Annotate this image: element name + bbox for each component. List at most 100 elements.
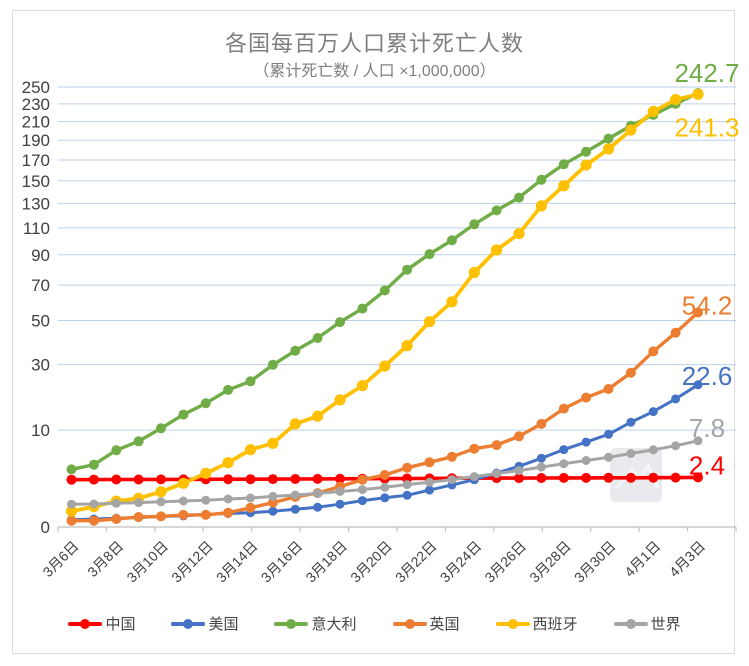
data-point-china	[558, 472, 569, 483]
data-point-world	[402, 480, 412, 490]
data-point-italy	[245, 376, 256, 387]
svg-text:3月26日: 3月26日	[481, 538, 529, 586]
data-point-world	[111, 498, 121, 508]
data-point-usa	[313, 502, 323, 512]
data-point-world	[536, 462, 546, 472]
data-point-spain	[558, 180, 570, 192]
chart-title: 各国每百万人口累计死亡人数	[224, 31, 524, 56]
data-point-spain	[491, 244, 503, 256]
data-point-uk	[88, 515, 99, 526]
x-axis-labels: 3月6日 3月8日3月10日3月12日3月14日3月16日3月18日3月20日3月…	[39, 538, 708, 586]
data-point-italy	[357, 303, 368, 314]
data-point-uk	[424, 457, 435, 468]
legend-item-spain[interactable]: 西班牙	[495, 613, 578, 634]
svg-text:150: 150	[22, 172, 50, 191]
svg-text:110: 110	[23, 219, 50, 238]
legend-item-uk[interactable]: 英国	[392, 613, 460, 634]
data-point-uk	[558, 403, 569, 414]
data-point-world	[648, 445, 658, 455]
series-spain[interactable]	[65, 88, 704, 517]
data-point-world	[201, 495, 211, 505]
data-point-world	[178, 496, 188, 506]
data-point-world	[626, 449, 636, 458]
data-point-uk	[178, 509, 189, 520]
data-point-uk	[491, 440, 502, 451]
data-point-italy	[267, 359, 278, 370]
data-point-usa	[693, 380, 703, 390]
data-point-italy	[335, 317, 345, 328]
legend-item-china[interactable]: 中国	[68, 613, 135, 634]
series-world[interactable]	[67, 436, 703, 509]
series-uk[interactable]	[66, 307, 704, 526]
data-point-china	[312, 473, 323, 484]
legend-item-world[interactable]: 世界	[613, 613, 681, 634]
data-point-uk	[200, 509, 211, 520]
data-point-uk	[156, 511, 166, 522]
data-point-spain	[177, 477, 189, 489]
data-point-spain	[535, 200, 548, 212]
data-point-china	[648, 472, 659, 483]
data-point-china	[603, 472, 614, 483]
end-label-uk: 54.2	[682, 291, 733, 321]
data-point-uk	[693, 307, 703, 318]
data-point-uk	[66, 515, 77, 526]
svg-text:90: 90	[31, 246, 50, 265]
data-point-italy	[312, 333, 323, 343]
data-point-italy	[514, 192, 524, 203]
data-point-world	[223, 494, 233, 504]
svg-text:3月28日: 3月28日	[526, 538, 574, 586]
series-italy[interactable]	[66, 88, 704, 475]
legend-label-usa: 美国	[208, 616, 239, 633]
data-point-spain	[65, 505, 78, 517]
end-label-world: 7.8	[689, 413, 725, 443]
end-label-usa: 22.6	[682, 361, 733, 391]
data-point-usa	[380, 493, 390, 503]
data-point-china	[625, 472, 636, 483]
data-point-italy	[178, 409, 189, 420]
data-point-italy	[111, 445, 122, 456]
data-point-spain	[244, 444, 257, 456]
chart-subtitle: （累计死亡数 / 人口 ×1,000,000）	[253, 63, 496, 80]
data-point-uk	[245, 502, 256, 513]
data-point-uk	[357, 474, 368, 485]
data-point-china	[536, 473, 547, 483]
svg-text:3月14日: 3月14日	[213, 538, 261, 586]
data-point-italy	[581, 146, 592, 157]
data-point-italy	[156, 423, 166, 434]
data-point-uk	[625, 367, 636, 378]
data-point-spain	[289, 418, 301, 430]
end-label-spain: 241.3	[674, 112, 739, 142]
data-point-spain	[312, 410, 324, 422]
svg-text:3月30日: 3月30日	[571, 538, 619, 586]
svg-text:210: 210	[22, 113, 50, 132]
legend-item-usa[interactable]: 美国	[171, 613, 238, 634]
data-point-world	[380, 482, 390, 492]
svg-text:30: 30	[31, 356, 50, 375]
data-point-italy	[536, 174, 547, 185]
data-point-spain	[625, 124, 637, 136]
data-point-spain	[222, 457, 234, 469]
data-point-italy	[469, 219, 480, 230]
x-axis	[57, 526, 737, 532]
data-point-spain	[670, 94, 682, 106]
legend-marker-china	[68, 618, 103, 629]
svg-text:130: 130	[22, 194, 50, 213]
data-point-uk	[469, 443, 480, 454]
svg-text:50: 50	[31, 311, 50, 330]
data-point-spain	[446, 296, 458, 308]
svg-text:250: 250	[22, 78, 50, 97]
legend-marker-italy	[274, 618, 309, 629]
data-point-world	[604, 452, 613, 462]
data-point-uk	[133, 512, 144, 522]
data-point-china	[88, 474, 99, 485]
legend-item-italy[interactable]: 意大利	[274, 613, 357, 634]
data-point-world	[357, 485, 367, 495]
data-point-china	[66, 474, 77, 485]
data-point-usa	[559, 445, 569, 455]
data-point-spain	[200, 467, 212, 479]
data-point-usa	[290, 504, 300, 514]
data-point-usa	[671, 394, 681, 404]
